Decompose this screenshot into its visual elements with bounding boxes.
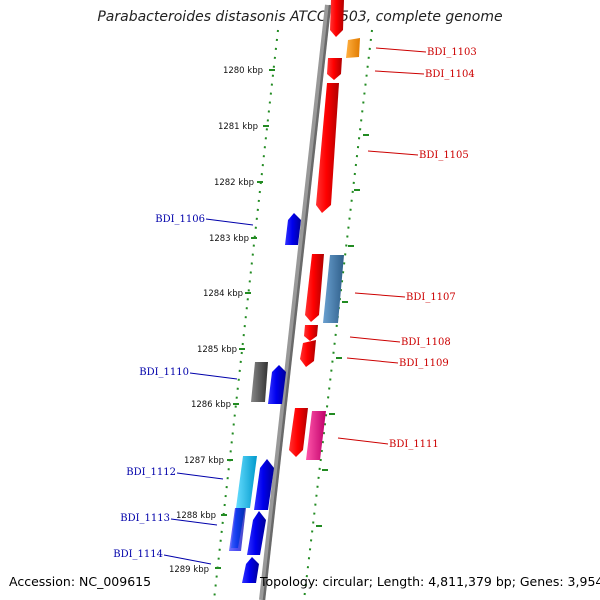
map-title: Parabacteroides distasonis ATCC 8503, co… — [97, 9, 503, 25]
gene-label[interactable]: BDI_1107 — [406, 292, 456, 303]
tick-label: 1284 kbp — [203, 289, 243, 299]
tick-label: 1285 kbp — [197, 345, 237, 355]
gene-bdi-1112[interactable] — [254, 459, 274, 510]
gene-label[interactable]: BDI_1112 — [126, 467, 176, 478]
gene-label[interactable]: BDI_1113 — [120, 513, 170, 524]
tick-group: 1280 kbp 1281 kbp 1282 kbp 1283 kbp 1284… — [169, 66, 275, 575]
gene-bdi-1113[interactable] — [247, 511, 266, 555]
gene-label[interactable]: BDI_1110 — [139, 367, 189, 378]
gene-bdi-1114[interactable] — [242, 557, 259, 583]
left-dotted-track — [213, 29, 279, 600]
genome-backbone — [259, 4, 331, 600]
tick-label: 1286 kbp — [191, 400, 231, 410]
topology-text: Topology: circular; Length: 4,811,379 bp… — [260, 574, 600, 589]
gene-labels: BDI_1103 BDI_1104 BDI_1105 BDI_1106 BDI_… — [113, 47, 477, 560]
gene-label[interactable]: BDI_1104 — [425, 69, 475, 80]
gene-label[interactable]: BDI_1106 — [155, 214, 205, 225]
gene-bdi-1109[interactable] — [300, 340, 316, 367]
gene-bdi-1105[interactable] — [316, 83, 339, 213]
tick-label: 1280 kbp — [223, 66, 263, 76]
gene-label[interactable]: BDI_1105 — [419, 150, 469, 161]
gene-bdi-1106[interactable] — [285, 213, 301, 245]
gene-label[interactable]: BDI_1108 — [401, 337, 451, 348]
tick-label: 1289 kbp — [169, 565, 209, 575]
genes — [229, 0, 360, 583]
gene-cyan-1112[interactable] — [236, 456, 257, 508]
label-leaders — [163, 47, 427, 565]
gene-red-1111[interactable] — [289, 408, 308, 457]
gene-label[interactable]: BDI_1111 — [389, 439, 439, 450]
gene-gray-1110[interactable] — [251, 362, 268, 402]
gene-label[interactable]: BDI_1109 — [399, 358, 449, 369]
tick-label: 1288 kbp — [176, 511, 216, 521]
gene-label[interactable]: BDI_1114 — [113, 549, 163, 560]
gene-bdi-1103[interactable] — [346, 38, 360, 58]
tick-label: 1283 kbp — [209, 234, 249, 244]
gene-bdi-1110[interactable] — [268, 365, 286, 404]
gene-blue-1113a[interactable] — [229, 508, 246, 551]
gene-partial-top[interactable] — [330, 0, 344, 37]
right-dotted-track — [303, 29, 373, 600]
gene-label[interactable]: BDI_1103 — [427, 47, 477, 58]
tick-label: 1282 kbp — [214, 178, 254, 188]
gene-bdi-1107[interactable] — [323, 255, 344, 323]
gene-bdi-1104[interactable] — [327, 58, 342, 80]
tick-label: 1287 kbp — [184, 456, 224, 466]
gene-bdi-1111[interactable] — [306, 411, 326, 460]
tick-label: 1281 kbp — [218, 122, 258, 132]
gene-bdi-1108[interactable] — [304, 325, 318, 341]
gene-red-1107a[interactable] — [305, 254, 324, 322]
accession-text: Accession: NC_009615 — [9, 574, 152, 589]
right-track-ticks — [316, 134, 369, 527]
genome-backbone-shade — [262, 4, 332, 600]
